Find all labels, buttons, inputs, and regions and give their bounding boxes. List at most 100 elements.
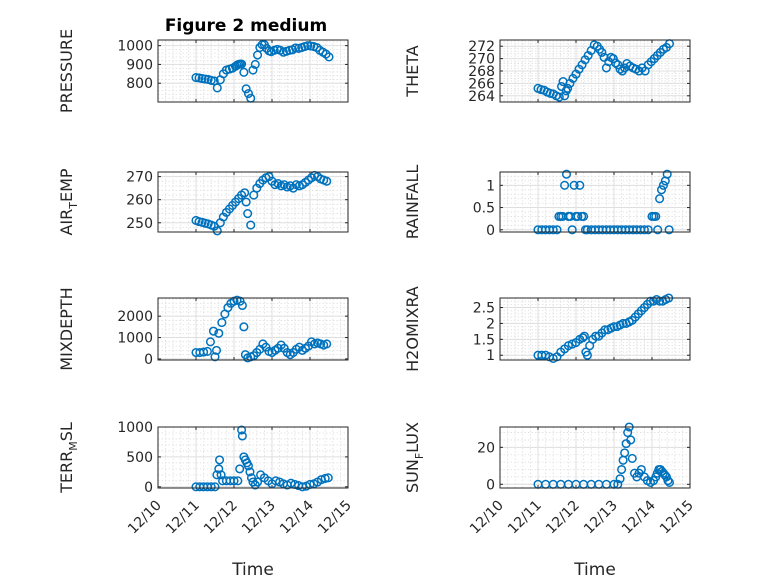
data-point bbox=[215, 455, 225, 465]
y-tick-label: 1 bbox=[486, 348, 495, 364]
data-point bbox=[582, 350, 592, 360]
y-tick-label: 2 bbox=[486, 316, 495, 332]
data-point bbox=[600, 325, 610, 335]
y-axis-label: AIRTEMP bbox=[57, 168, 80, 235]
y-axis-label: THETA bbox=[403, 45, 422, 97]
data-point bbox=[620, 63, 630, 73]
data-point bbox=[560, 180, 570, 190]
y-tick-label: 0 bbox=[144, 352, 153, 368]
data-point bbox=[237, 431, 247, 441]
data-point bbox=[575, 180, 585, 190]
data-point bbox=[241, 197, 251, 207]
y-tick-label: 268 bbox=[468, 64, 495, 80]
data-point bbox=[271, 476, 281, 486]
data-point bbox=[212, 470, 222, 480]
data-point bbox=[322, 339, 332, 349]
y-tick-label: 800 bbox=[126, 76, 153, 92]
axes-frame bbox=[499, 171, 691, 233]
data-point bbox=[627, 453, 637, 463]
y-tick-label: 1000 bbox=[117, 39, 153, 55]
y-axis-label-subscript: F bbox=[413, 453, 426, 459]
x-axis-label: Time bbox=[573, 560, 616, 580]
data-point bbox=[579, 211, 589, 221]
figure-title: Figure 2 medium bbox=[165, 16, 327, 36]
y-tick-label: 260 bbox=[126, 193, 153, 209]
y-axis-label-part: AIR bbox=[57, 209, 76, 236]
data-point bbox=[240, 188, 250, 198]
x-axis-label: Time bbox=[231, 560, 274, 580]
y-axis-label-part: SL bbox=[57, 422, 76, 441]
data-point bbox=[578, 333, 588, 343]
data-point bbox=[567, 225, 577, 235]
subplot-1: 800 900 1000 PRESSURE bbox=[57, 29, 349, 113]
data-point bbox=[241, 84, 251, 94]
data-series bbox=[191, 295, 332, 363]
data-point bbox=[239, 67, 249, 77]
data-point bbox=[615, 474, 625, 484]
y-tick-label: 500 bbox=[126, 450, 153, 466]
y-axis-label-subscript: T bbox=[67, 202, 80, 210]
data-point bbox=[211, 345, 222, 355]
data-point bbox=[200, 74, 210, 84]
data-point bbox=[208, 326, 219, 336]
y-axis-label: TERRMSL bbox=[57, 422, 80, 494]
data-series bbox=[533, 293, 674, 363]
data-point bbox=[246, 473, 257, 483]
y-tick-label: 900 bbox=[126, 57, 153, 73]
axes-frame bbox=[157, 426, 349, 489]
data-point bbox=[554, 92, 564, 102]
data-point bbox=[239, 322, 249, 332]
data-point bbox=[212, 83, 222, 93]
x-tick-label: 12/13 bbox=[239, 498, 279, 538]
plot-area bbox=[500, 427, 690, 488]
y-tick-label: 0 bbox=[144, 480, 153, 496]
data-point bbox=[210, 482, 220, 492]
y-tick-label: 1000 bbox=[117, 331, 153, 347]
data-point bbox=[597, 47, 607, 57]
data-point bbox=[655, 194, 665, 204]
data-point bbox=[615, 64, 625, 74]
data-point bbox=[636, 464, 646, 475]
data-point bbox=[243, 88, 253, 99]
x-tick-label: 12/15 bbox=[315, 498, 355, 538]
data-point bbox=[217, 318, 227, 328]
y-tick-label: 1000 bbox=[117, 420, 153, 436]
axes-frame bbox=[157, 171, 349, 233]
y-tick-label: 264 bbox=[468, 89, 495, 105]
data-point bbox=[246, 220, 256, 230]
data-point bbox=[214, 328, 224, 338]
data-point bbox=[206, 482, 216, 492]
axes-frame bbox=[499, 426, 691, 489]
data-point bbox=[662, 169, 672, 179]
x-tick-label: 12/11 bbox=[505, 498, 545, 538]
y-tick-label: 0.5 bbox=[473, 201, 495, 217]
data-point bbox=[229, 476, 239, 486]
y-axis-label-part: SUN bbox=[403, 459, 422, 493]
data-point bbox=[243, 208, 253, 219]
x-tick-label: 12/13 bbox=[581, 498, 621, 538]
data-point bbox=[303, 41, 313, 51]
data-point bbox=[643, 225, 653, 235]
data-point bbox=[237, 425, 247, 435]
data-point bbox=[617, 464, 627, 475]
y-tick-label: 2000 bbox=[117, 309, 153, 325]
data-point bbox=[323, 473, 333, 483]
x-tick-label: 12/14 bbox=[619, 497, 659, 537]
subplot-3: 250 260 270 AIRTEMP bbox=[57, 168, 349, 236]
data-point bbox=[205, 337, 215, 347]
axes-frame bbox=[499, 39, 691, 103]
data-point bbox=[235, 464, 245, 474]
data-point bbox=[214, 464, 224, 474]
y-tick-label: 270 bbox=[468, 52, 495, 68]
data-point bbox=[653, 225, 663, 235]
y-axis-label-part: LUX bbox=[403, 422, 422, 453]
axes-frame bbox=[157, 297, 349, 361]
data-point bbox=[651, 211, 661, 221]
axes-frame bbox=[157, 39, 349, 103]
data-point bbox=[626, 435, 636, 445]
